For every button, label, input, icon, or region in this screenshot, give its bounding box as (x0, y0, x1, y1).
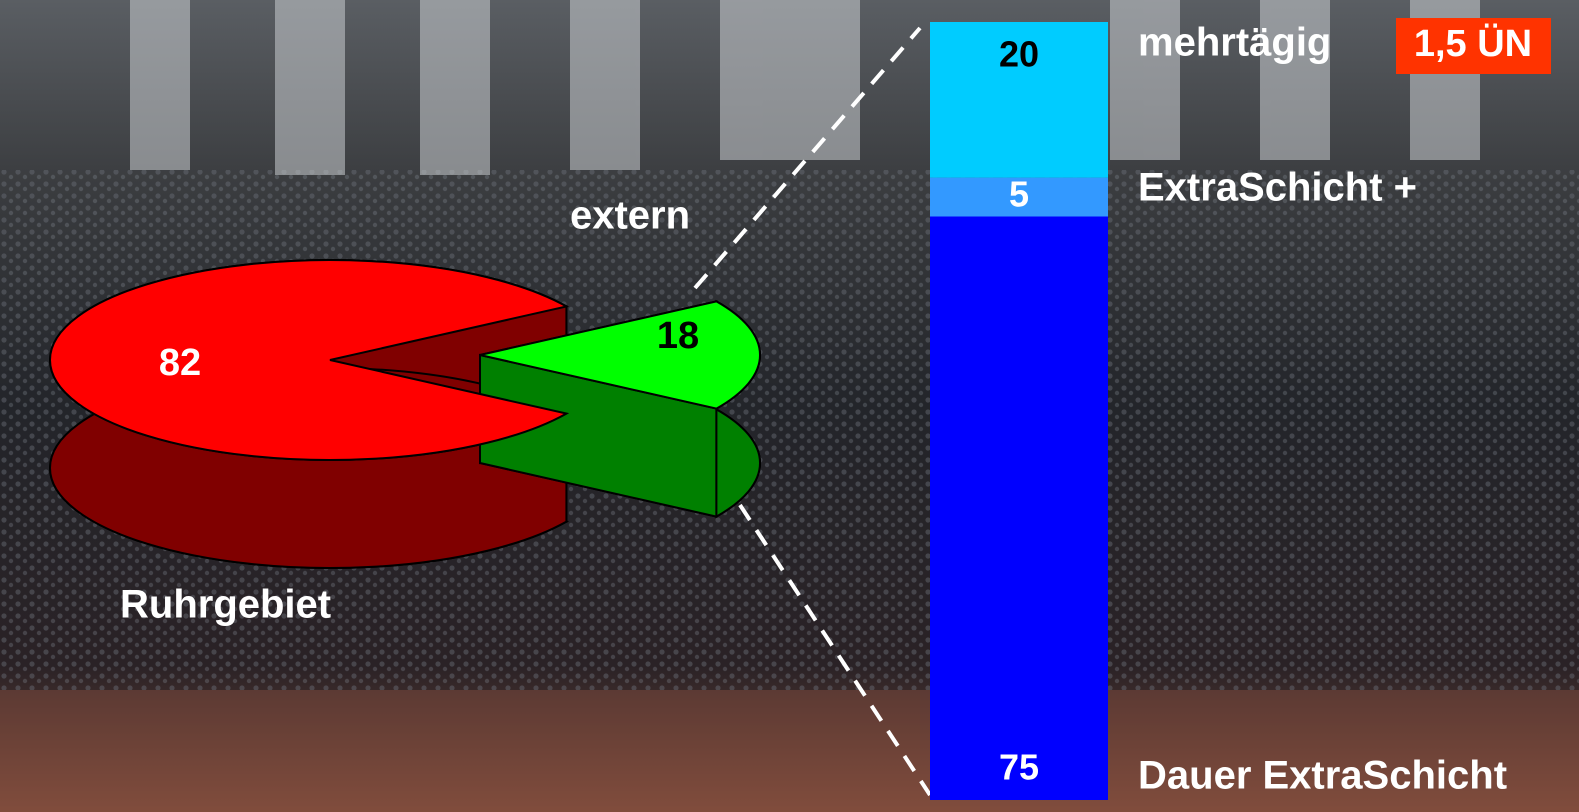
category-label: Ruhrgebiet (120, 583, 331, 627)
category-label: extern (570, 194, 690, 238)
pie: 82 Ruhrgebiet 18 extern (49, 194, 761, 627)
bar-segment (930, 177, 1108, 217)
pie-slice (49, 259, 570, 461)
segment-label: Dauer ExtraSchicht (1138, 754, 1507, 798)
badge (1396, 18, 1551, 74)
data-label: 82 (159, 342, 201, 384)
annotation: 1,5 ÜN (1414, 22, 1532, 65)
segment-label: ExtraSchicht + (1138, 166, 1417, 210)
bar-segment (930, 22, 1108, 178)
data-label: 18 (657, 315, 699, 357)
segment-label: mehrtägig (1138, 21, 1331, 65)
data-label: 20 (999, 34, 1039, 75)
data-label: 75 (999, 747, 1039, 788)
pie-slice (479, 300, 761, 410)
connector-lines (693, 26, 932, 797)
stacked-bar: 75 Dauer ExtraSchicht 5 ExtraSchicht + 20 meh… (930, 18, 1551, 800)
bar-segment (930, 216, 1108, 800)
data-label: 5 (1009, 174, 1029, 215)
